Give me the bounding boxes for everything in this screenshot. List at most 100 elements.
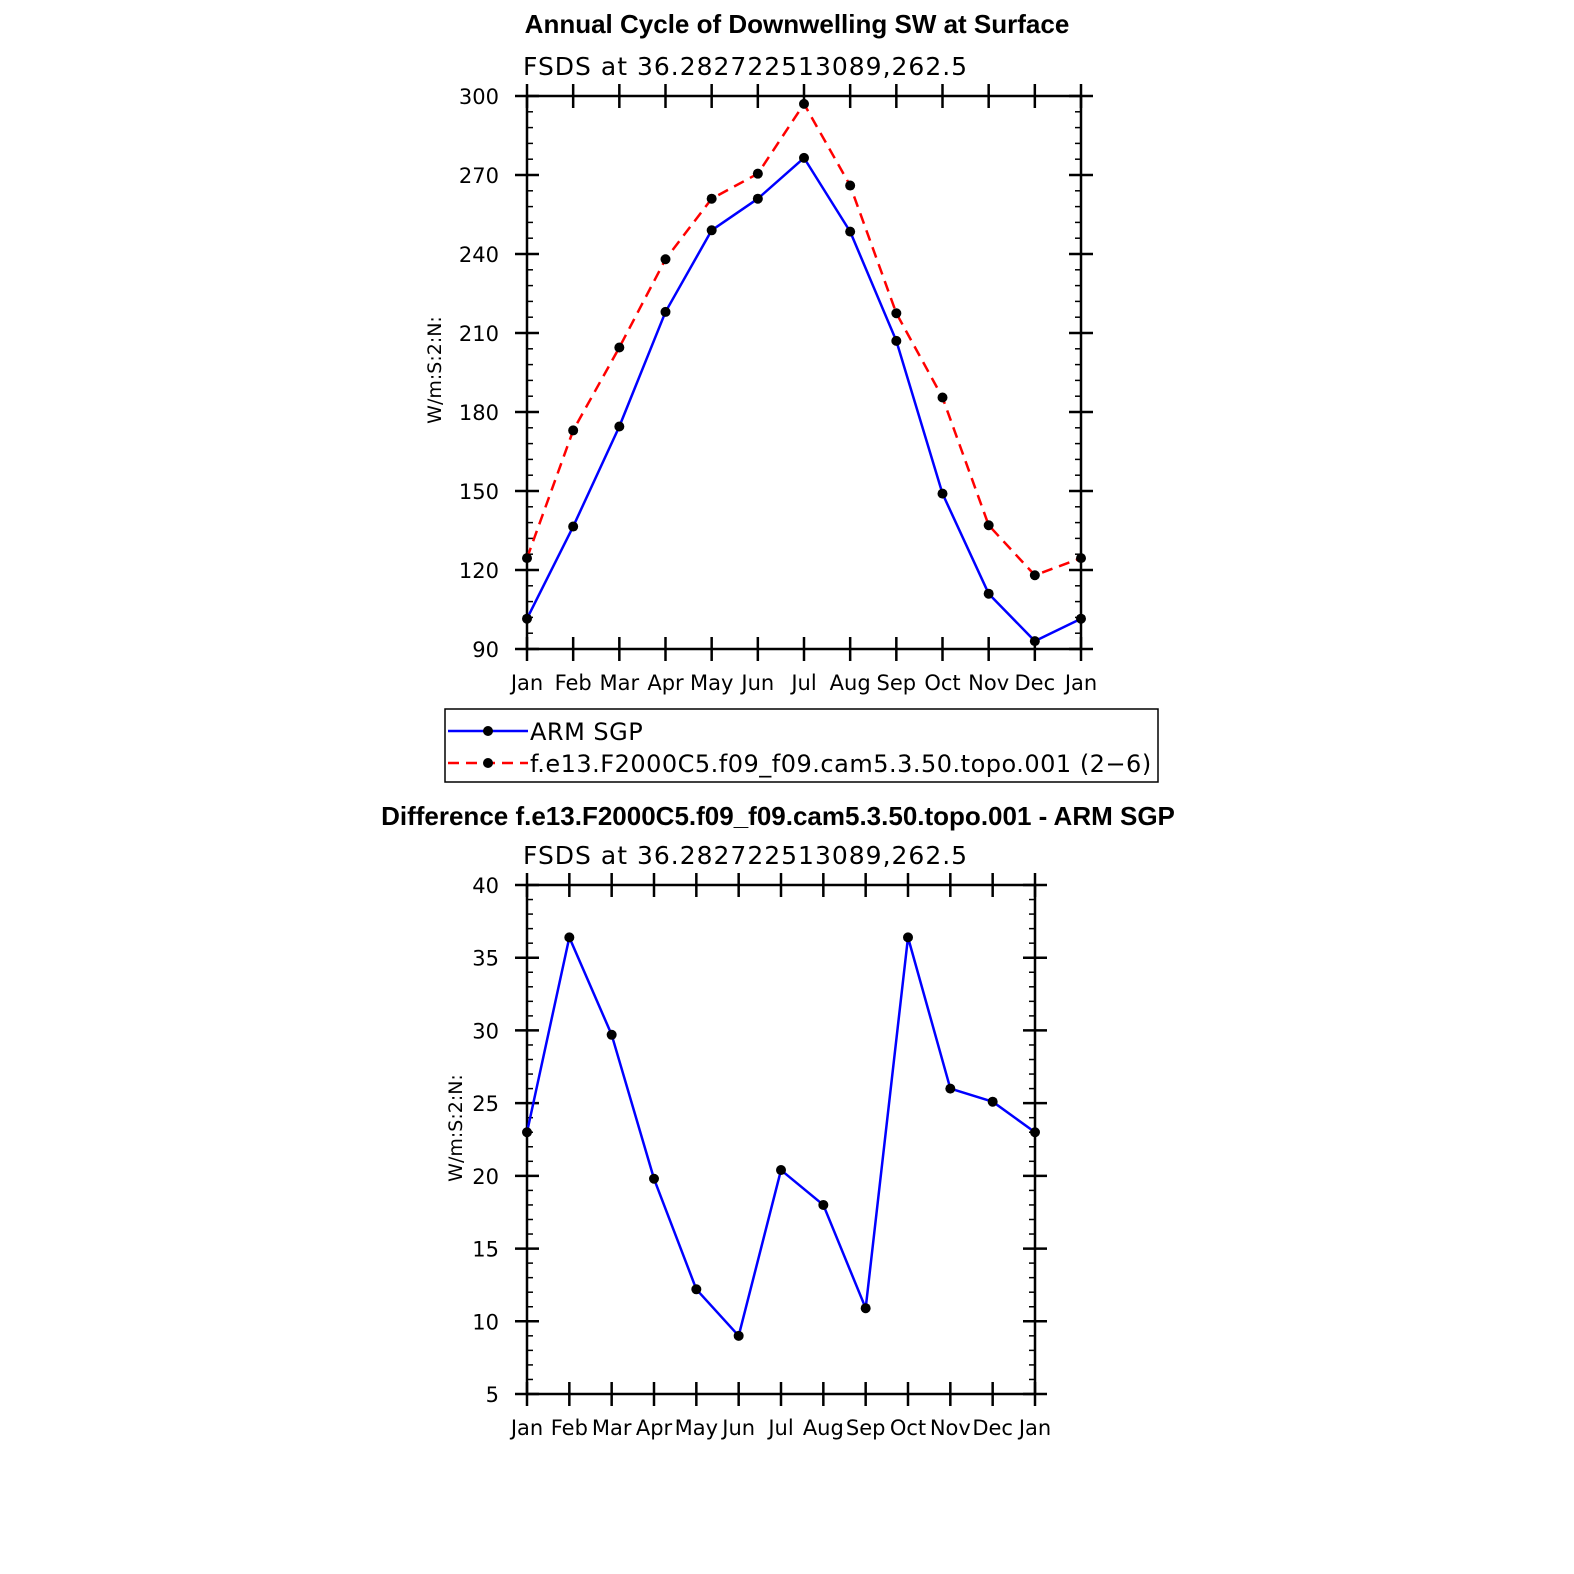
chart1-xtick-label: Jan	[509, 671, 543, 695]
chart2-series-0-point	[649, 1173, 659, 1184]
chart2-series-0-point	[691, 1284, 702, 1295]
chart2-series	[522, 932, 1040, 1341]
chart1-xtick-label: Feb	[555, 671, 592, 695]
chart1-series-0-point	[706, 225, 717, 236]
chart2-ytick-label: 40	[472, 874, 499, 898]
chart1-xtick-label: Nov	[968, 671, 1009, 695]
chart1-series-1-point	[522, 553, 532, 564]
chart1-xtick-label: Aug	[830, 671, 871, 695]
chart1-xtick-label: Oct	[924, 671, 960, 695]
chart1-ytick-label: 120	[459, 559, 499, 583]
legend-label-arm-sgp: ARM SGP	[530, 718, 643, 746]
chart2-ytick-label: 10	[472, 1310, 499, 1334]
chart1-ytick-label: 90	[472, 638, 499, 662]
chart1-xtick-label: May	[690, 671, 733, 695]
chart1-series-line-1	[525, 102, 1082, 577]
chart1-series-1-point	[799, 98, 809, 109]
chart2-series-0-point	[564, 932, 575, 943]
chart1-series-0-point	[983, 588, 994, 599]
chart1-series-1-point	[891, 308, 902, 319]
legend: ARM SGP f.e13.F2000C5.f09_f09.cam5.3.50.…	[444, 708, 1159, 783]
chart1-series-0-point	[568, 521, 579, 532]
chart1-series-1-point	[937, 392, 948, 403]
chart1-xtick-label: Mar	[600, 671, 640, 695]
chart2-title: Difference f.e13.F2000C5.f09_f09.cam5.3.…	[381, 801, 1175, 831]
chart2-series-line-0	[525, 936, 1036, 1338]
legend-marker-model	[483, 758, 493, 768]
chart1-series-1-point	[706, 193, 717, 204]
chart1-series-0-point	[614, 421, 625, 432]
chart1-ylabel: W/m:S:2:N:	[424, 316, 446, 424]
chart2-ytick-label: 30	[472, 1019, 499, 1043]
chart2-series-0-point	[776, 1165, 786, 1176]
chart2-ytick-label: 20	[472, 1165, 499, 1189]
difference-chart: Difference f.e13.F2000C5.f09_f09.cam5.3.…	[381, 801, 1175, 1440]
chart2-series-0-point	[1030, 1127, 1040, 1138]
chart1-ytick-label: 240	[459, 243, 499, 267]
chart2-xtick-label: Jan	[1017, 1416, 1051, 1440]
chart1-xtick-label: Dec	[1015, 671, 1056, 695]
chart1-axes: Jan Feb Mar Apr May Jun Jul Aug Sep Oct Nov Dec Jan 9…	[459, 84, 1097, 695]
chart1-series-0-point	[845, 226, 856, 237]
chart2-series-0-point	[903, 932, 913, 943]
chart1-series-1-point	[614, 342, 625, 353]
chart1-series-1-point	[752, 168, 763, 179]
legend-marker-arm-sgp	[483, 726, 493, 736]
chart1-series-1-point	[568, 425, 579, 436]
chart1-xtick-label: Jan	[1063, 671, 1097, 695]
chart2-xtick-label: May	[675, 1416, 718, 1440]
chart2-xtick-label: Feb	[551, 1416, 588, 1440]
chart1-subtitle: FSDS at 36.282722513089,262.5	[523, 52, 968, 81]
legend-box	[444, 708, 1159, 783]
chart1-series-0-point	[891, 335, 902, 346]
chart1-series-0-point	[799, 152, 809, 163]
chart2-series-0-point	[522, 1127, 532, 1138]
chart2-xtick-label: Jan	[509, 1416, 543, 1440]
chart1-ytick-label: 180	[459, 401, 499, 425]
chart1-ytick-label: 210	[459, 322, 499, 346]
chart2-xtick-label: Mar	[592, 1416, 632, 1440]
chart2-xtick-label: Jun	[720, 1416, 755, 1440]
chart2-series-0-point	[818, 1199, 829, 1210]
chart2-xtick-label: Dec	[972, 1416, 1013, 1440]
chart1-series-0-point	[522, 613, 532, 624]
chart1-xtick-label: Jun	[739, 671, 774, 695]
chart1-series-0-point	[937, 488, 948, 499]
chart1-series-1-point	[660, 254, 671, 265]
chart2-xtick-label: Sep	[846, 1416, 886, 1440]
chart1-xtick-label: Jul	[789, 671, 816, 695]
chart1-title: Annual Cycle of Downwelling SW at Surfac…	[525, 9, 1070, 39]
chart1-ytick-label: 270	[459, 164, 499, 188]
chart1-series-1-point	[1029, 570, 1040, 581]
chart2-frame	[525, 883, 1037, 1396]
annual-cycle-chart: Annual Cycle of Downwelling SW at Surfac…	[424, 9, 1097, 695]
chart1-series-1-point	[1076, 553, 1086, 564]
legend-label-model: f.e13.F2000C5.f09_f09.cam5.3.50.topo.001…	[530, 750, 1152, 778]
chart1-ytick-label: 300	[459, 85, 499, 109]
chart1-series-0-point	[660, 306, 671, 317]
chart2-xtick-label: Nov	[930, 1416, 971, 1440]
chart1-frame	[525, 94, 1083, 651]
chart2-ytick-label: 15	[472, 1238, 499, 1262]
chart2-series-0-point	[860, 1303, 871, 1314]
chart2-axes: Jan Feb Mar Apr May Jun Jul Aug Sep Oct Nov Dec Jan5…	[472, 873, 1051, 1440]
chart1-series-line-0	[525, 156, 1082, 643]
chart2-series-0-point	[987, 1096, 998, 1107]
chart1-series-1-point	[983, 520, 994, 531]
chart2-ytick-label: 35	[472, 947, 499, 971]
chart1-xtick-label: Sep	[877, 671, 917, 695]
chart2-series-0-point	[606, 1029, 617, 1040]
chart1-ytick-label: 150	[459, 480, 499, 504]
chart2-ylabel: W/m:S:2:N:	[445, 1074, 467, 1182]
chart1-series-0-point	[1029, 636, 1040, 647]
chart2-ytick-label: 25	[472, 1092, 499, 1116]
chart2-xtick-label: Apr	[636, 1416, 673, 1440]
chart1-series-1-point	[845, 180, 856, 191]
chart2-subtitle: FSDS at 36.282722513089,262.5	[523, 841, 968, 870]
chart2-ytick-label: 5	[486, 1383, 499, 1407]
chart2-series-0-point	[945, 1083, 956, 1094]
chart1-xtick-label: Apr	[647, 671, 684, 695]
chart2-xtick-label: Oct	[890, 1416, 926, 1440]
chart2-xtick-label: Jul	[766, 1416, 793, 1440]
